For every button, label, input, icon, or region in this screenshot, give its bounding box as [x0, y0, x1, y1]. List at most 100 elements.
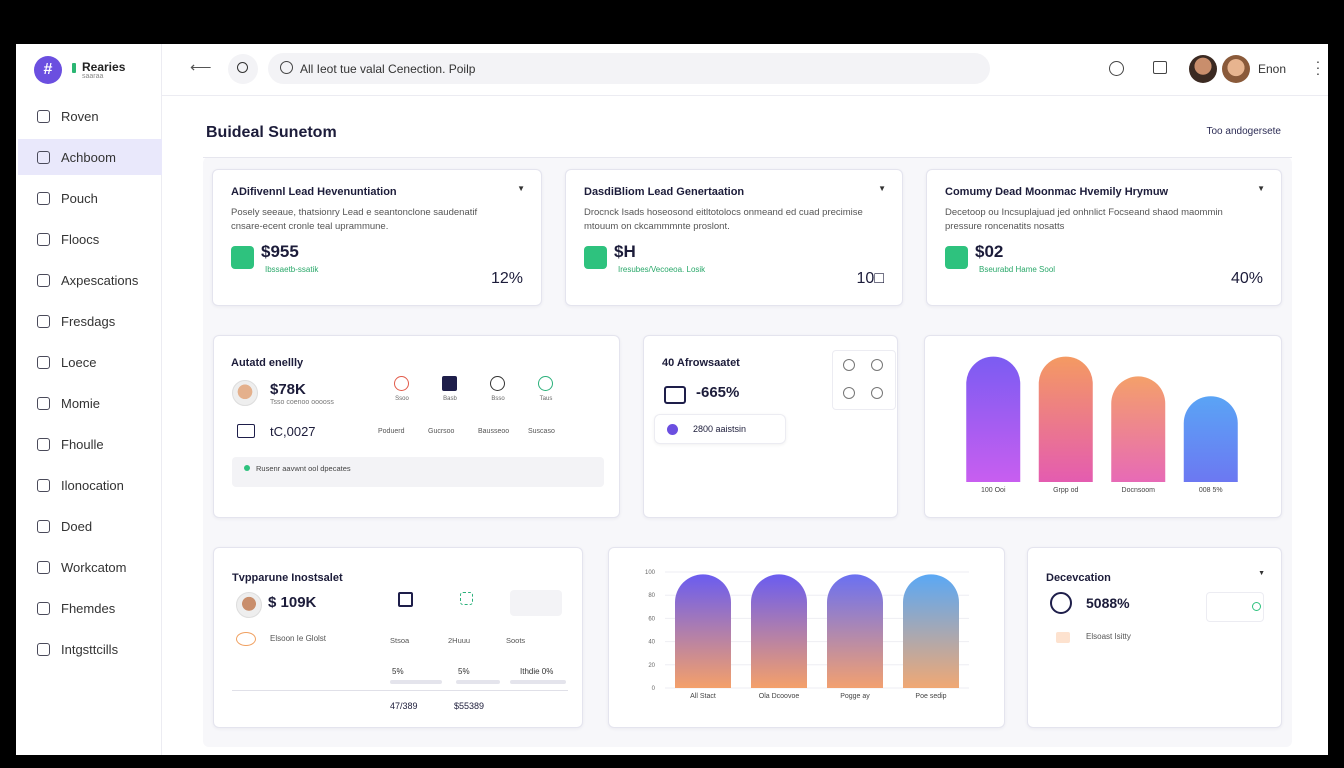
x-tick-label: 100 Ooi [981, 487, 1006, 494]
nav-item[interactable]: Fhoulle [18, 426, 162, 462]
search-icon [280, 61, 293, 74]
status-bar: Rusenr aavwnt ool dpecates [232, 457, 604, 487]
activity-icon [442, 376, 457, 391]
nav-icon [37, 643, 50, 656]
bar [1183, 396, 1238, 482]
nav-item[interactable]: Pouch [18, 180, 162, 216]
brand-sub: saaraa [82, 73, 104, 80]
kpi-icon [584, 246, 607, 269]
nav-icon [37, 151, 50, 164]
tool-button[interactable] [843, 387, 855, 399]
kpi-note: Ibssaetb-ssatik [265, 265, 319, 274]
nav-item[interactable]: Fhemdes [18, 590, 162, 626]
detect-icon [1050, 592, 1072, 614]
bar [1111, 376, 1166, 482]
table-cell: Ithdie 0% [520, 667, 554, 676]
y-tick-label: 100 [645, 570, 656, 576]
kpi-menu[interactable]: ▼ [517, 184, 525, 193]
help-button[interactable] [1109, 61, 1124, 76]
bar [903, 574, 959, 688]
nav-item[interactable]: Momie [18, 385, 162, 421]
kpi-title: DasdiBliom Lead Genertaation [584, 186, 745, 198]
nav-label: Doed [61, 519, 93, 534]
search-bar[interactable]: All Ieot tue valal Cenection. Poilp [268, 53, 990, 84]
nav-icon [37, 602, 50, 615]
cell-bar [390, 680, 442, 684]
nav-item[interactable]: Fresdags [18, 303, 162, 339]
header-link[interactable]: Too andogersete [1206, 126, 1281, 137]
nav-label: Ilonocation [61, 478, 124, 493]
user-name[interactable]: Enon [1258, 62, 1287, 76]
chart: 0 20 40 60 80 100 All Stact Ola Dcoovoe Pogge ay… [645, 570, 969, 700]
nav-item[interactable]: Roven [18, 98, 162, 134]
avatar[interactable] [1189, 55, 1217, 83]
nav-icon [37, 438, 50, 451]
kpi-change: 10□ [856, 270, 884, 287]
activity-label: Bausseoo [478, 428, 510, 435]
x-tick-label: Poe sedip [915, 693, 946, 700]
column-label: 2Huuu [448, 636, 471, 645]
y-tick-label: 80 [648, 593, 655, 599]
nav-icon [37, 561, 50, 574]
nav-label: Roven [61, 109, 99, 124]
x-tick-label: Grpp od [1053, 487, 1078, 494]
menu-button[interactable]: · · · [1315, 53, 1321, 81]
nav-label: Axpescations [61, 273, 139, 288]
activity-value: $78K [270, 381, 306, 398]
card-menu[interactable]: ▼ [1258, 570, 1265, 577]
x-tick-label: Ola Dcoovoe [759, 693, 800, 700]
tool-button[interactable] [871, 359, 883, 371]
value-icon [664, 386, 686, 404]
nav-label: Fhoulle [61, 437, 104, 452]
activity-sub: Tsso coenoo ooooss [270, 399, 334, 406]
search-placeholder: All Ieot tue valal Cenection. Poilp [300, 62, 476, 76]
column-label: Stsoa [390, 636, 410, 645]
tool-button[interactable] [843, 359, 855, 371]
column-label: Soots [506, 636, 526, 645]
activity-label: Gucrsoo [428, 428, 455, 435]
nav-item[interactable]: Loece [18, 344, 162, 380]
kpi-menu[interactable]: ▼ [878, 184, 886, 193]
bar [1038, 356, 1093, 482]
icon-caption: Taus [539, 396, 553, 402]
avatar[interactable] [1222, 55, 1250, 83]
kpi-card: DasdiBliom Lead Genertaation ▼ Drocnck Isa… [565, 169, 903, 306]
mini-dot [1252, 602, 1261, 611]
kpi-value: $H [614, 242, 636, 261]
kpi-desc: Posely seeaue, thatsionry Lead e seanton… [231, 207, 478, 232]
bar [827, 574, 883, 688]
nav-item[interactable]: Workcatom [18, 549, 162, 585]
app-window: # Rearies saaraa Roven Achboom Pouch Floocs Axp… [16, 44, 1328, 755]
icon-caption: Bsso [491, 396, 505, 402]
nav-item[interactable]: Axpescations [18, 262, 162, 298]
pill-text: 2800 aaistsin [693, 424, 747, 434]
icon-caption: Ssoo [395, 396, 409, 402]
nav-label: Loece [61, 355, 97, 370]
activity-icon [490, 376, 505, 391]
x-tick-label: Pogge ay [840, 693, 870, 700]
nav-item[interactable]: Achboom [18, 139, 162, 175]
kpi-title: Comumy Dead Moonmac Hvemily Hrymuw [945, 186, 1169, 198]
kpi-change: 40% [1230, 270, 1263, 287]
kpi-menu[interactable]: ▼ [1257, 184, 1265, 193]
nav-item[interactable]: Floocs [18, 221, 162, 257]
kpi-change: 12% [490, 270, 523, 287]
kpi-card: Comumy Dead Moonmac Hvemily Hrymuw ▼ Decet… [926, 169, 1282, 306]
tool-button[interactable] [871, 387, 883, 399]
nav-label: Intgsttcills [61, 642, 119, 657]
nav-label: Momie [61, 396, 101, 411]
card-title: Tvpparune Inostsalet [232, 572, 343, 584]
nav-item[interactable]: Intgsttcills [18, 631, 162, 667]
back-button[interactable]: ⟵ [190, 59, 212, 76]
nav-item[interactable]: Doed [18, 508, 162, 544]
card-title: 40 Afrowsaatet [662, 357, 740, 369]
edit-button[interactable] [1153, 61, 1167, 74]
status-text: Rusenr aavwnt ool dpecates [256, 464, 351, 473]
nav-label: Workcatom [61, 560, 127, 575]
tool-box [832, 350, 896, 410]
activity-icon [538, 376, 553, 391]
brand-name: Rearies [82, 60, 126, 74]
nav-item[interactable]: Ilonocation [18, 467, 162, 503]
cell-bar [510, 680, 566, 684]
bar [675, 574, 731, 688]
